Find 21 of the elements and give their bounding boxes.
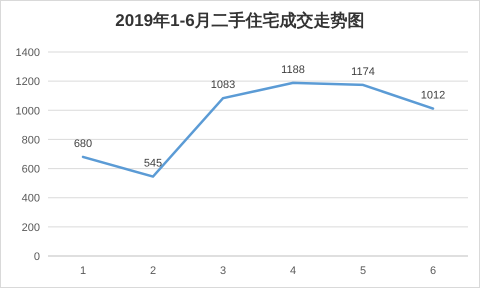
x-tick-label: 2 (150, 265, 156, 277)
x-tick-label: 6 (430, 265, 436, 277)
data-label: 1174 (351, 66, 375, 78)
chart-title: 2019年1-6月二手住宅成交走势图 (115, 11, 365, 30)
data-label: 1188 (281, 64, 305, 76)
y-tick-label: 800 (22, 134, 40, 146)
y-tick-label: 400 (22, 192, 40, 205)
data-label: 1083 (210, 79, 236, 92)
y-tick-label: 0 (34, 251, 40, 263)
x-tick-label: 4 (290, 265, 296, 277)
y-tick-label: 1200 (16, 76, 40, 88)
data-label: 1012 (420, 90, 446, 102)
x-tick-label: 3 (220, 265, 226, 277)
data-label: 680 (74, 138, 92, 150)
y-tick-label: 1400 (16, 47, 40, 59)
y-tick-label: 600 (22, 164, 40, 176)
data-label: 545 (144, 158, 162, 170)
y-tick-label: 200 (22, 222, 40, 234)
x-tick-label: 5 (360, 265, 366, 277)
x-tick-label: 1 (80, 265, 86, 277)
y-tick-label: 1000 (16, 105, 40, 118)
